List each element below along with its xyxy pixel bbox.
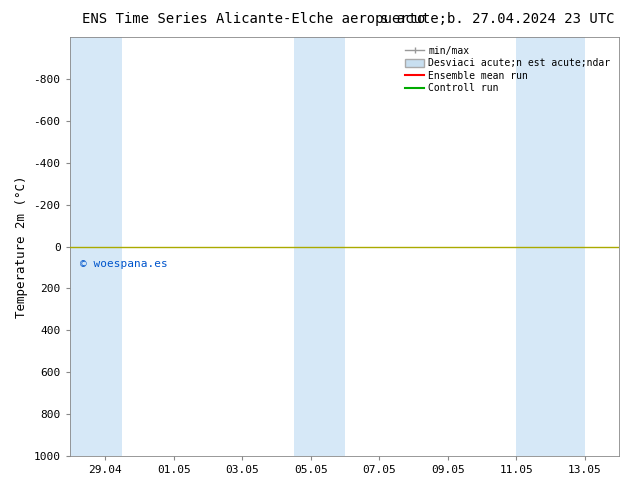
Legend: min/max, Desviaci acute;n est acute;ndar, Ensemble mean run, Controll run: min/max, Desviaci acute;n est acute;ndar… (401, 42, 614, 97)
Y-axis label: Temperature 2m (°C): Temperature 2m (°C) (15, 175, 28, 318)
Text: s acute;b. 27.04.2024 23 UTC: s acute;b. 27.04.2024 23 UTC (380, 12, 615, 26)
Bar (70, 37, 122, 456)
Bar (516, 37, 585, 456)
Bar (294, 37, 345, 456)
Text: ENS Time Series Alicante-Elche aeropuerto: ENS Time Series Alicante-Elche aeropuert… (82, 12, 426, 26)
Text: © woespana.es: © woespana.es (80, 259, 167, 269)
